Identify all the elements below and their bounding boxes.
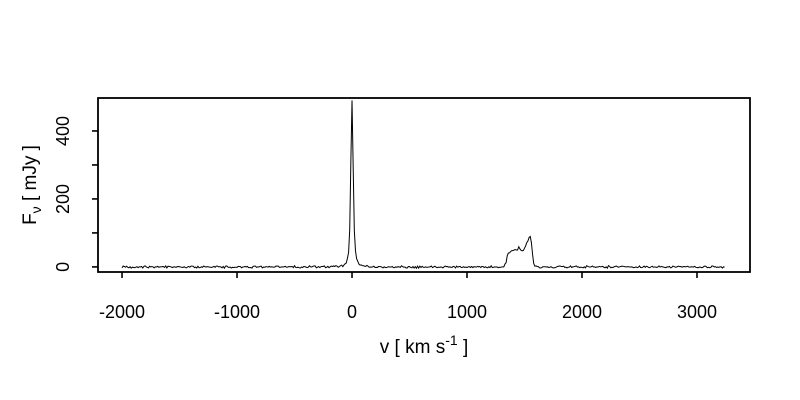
- x-axis-label-superscript: -1: [445, 332, 458, 348]
- y-axis-label-text: F: [20, 213, 41, 225]
- x-axis-label-close: ]: [458, 337, 469, 358]
- x-axis-label: v [ km s-1 ]: [380, 332, 468, 358]
- x-tick-label: -1000: [214, 302, 260, 322]
- x-tick-label: 1000: [447, 302, 487, 322]
- x-axis-ticks: -2000 -1000 0 1000 2000 3000: [99, 272, 717, 322]
- x-axis-label-text: v [ km s: [380, 337, 445, 358]
- x-tick-label: -2000: [99, 302, 145, 322]
- y-axis-label-subscript: ν: [28, 206, 44, 213]
- x-tick-label: 0: [347, 302, 357, 322]
- x-tick-label: 2000: [562, 302, 602, 322]
- y-axis-label: Fν [ mJy ]: [20, 145, 44, 225]
- y-tick-label: 0: [53, 262, 73, 272]
- y-tick-label: 400: [53, 116, 73, 146]
- x-tick-label: 3000: [677, 302, 717, 322]
- y-axis-label-units: [ mJy ]: [20, 145, 41, 206]
- y-tick-label: 200: [53, 184, 73, 214]
- y-axis-ticks: 0 200 400: [53, 116, 98, 272]
- spectrum-trace: [121, 100, 725, 270]
- plot-frame: [97, 97, 751, 273]
